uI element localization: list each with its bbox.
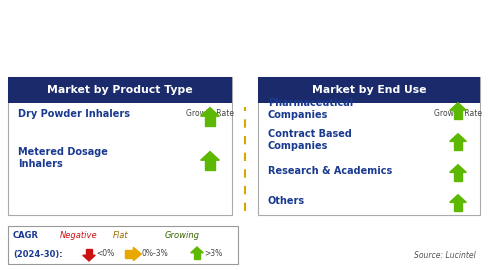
Text: Market by End Use: Market by End Use — [312, 85, 426, 95]
Polygon shape — [453, 202, 463, 211]
Text: Metered Dosage
Inhalers: Metered Dosage Inhalers — [18, 147, 108, 169]
Polygon shape — [191, 247, 203, 253]
Text: Research & Academics: Research & Academics — [268, 166, 392, 176]
Text: Source: Lucintel: Source: Lucintel — [414, 251, 476, 261]
Text: Growing: Growing — [165, 231, 200, 241]
Text: (2024-30):: (2024-30): — [13, 249, 62, 258]
Polygon shape — [453, 141, 463, 150]
Text: Growth Rate: Growth Rate — [186, 109, 234, 117]
Polygon shape — [194, 253, 201, 259]
Polygon shape — [449, 134, 467, 141]
Text: Negative: Negative — [60, 231, 98, 241]
Text: <0%: <0% — [96, 249, 114, 258]
FancyBboxPatch shape — [8, 226, 238, 264]
Polygon shape — [201, 151, 220, 160]
Text: Growth Rate: Growth Rate — [434, 109, 482, 117]
FancyBboxPatch shape — [258, 77, 480, 103]
Text: CAGR: CAGR — [13, 231, 39, 241]
Text: >3%: >3% — [204, 249, 222, 258]
FancyBboxPatch shape — [8, 77, 232, 103]
FancyBboxPatch shape — [258, 77, 480, 215]
Polygon shape — [449, 195, 467, 202]
Text: Flat: Flat — [113, 231, 129, 241]
Text: Pharmaceutical
Companies: Pharmaceutical Companies — [268, 98, 353, 120]
Polygon shape — [453, 110, 463, 119]
Polygon shape — [205, 116, 215, 126]
Text: 0%-3%: 0%-3% — [141, 249, 168, 258]
Text: Market by Product Type: Market by Product Type — [47, 85, 193, 95]
Polygon shape — [453, 173, 463, 181]
Polygon shape — [449, 103, 467, 110]
Text: Contract Based
Companies: Contract Based Companies — [268, 129, 352, 151]
Polygon shape — [124, 251, 133, 258]
Polygon shape — [201, 107, 220, 116]
FancyBboxPatch shape — [8, 77, 232, 215]
Text: Others: Others — [268, 196, 305, 206]
Polygon shape — [85, 249, 92, 255]
Polygon shape — [205, 160, 215, 170]
Polygon shape — [83, 255, 95, 261]
Polygon shape — [133, 247, 142, 261]
Polygon shape — [449, 165, 467, 173]
Text: Dry Powder Inhalers: Dry Powder Inhalers — [18, 109, 130, 119]
